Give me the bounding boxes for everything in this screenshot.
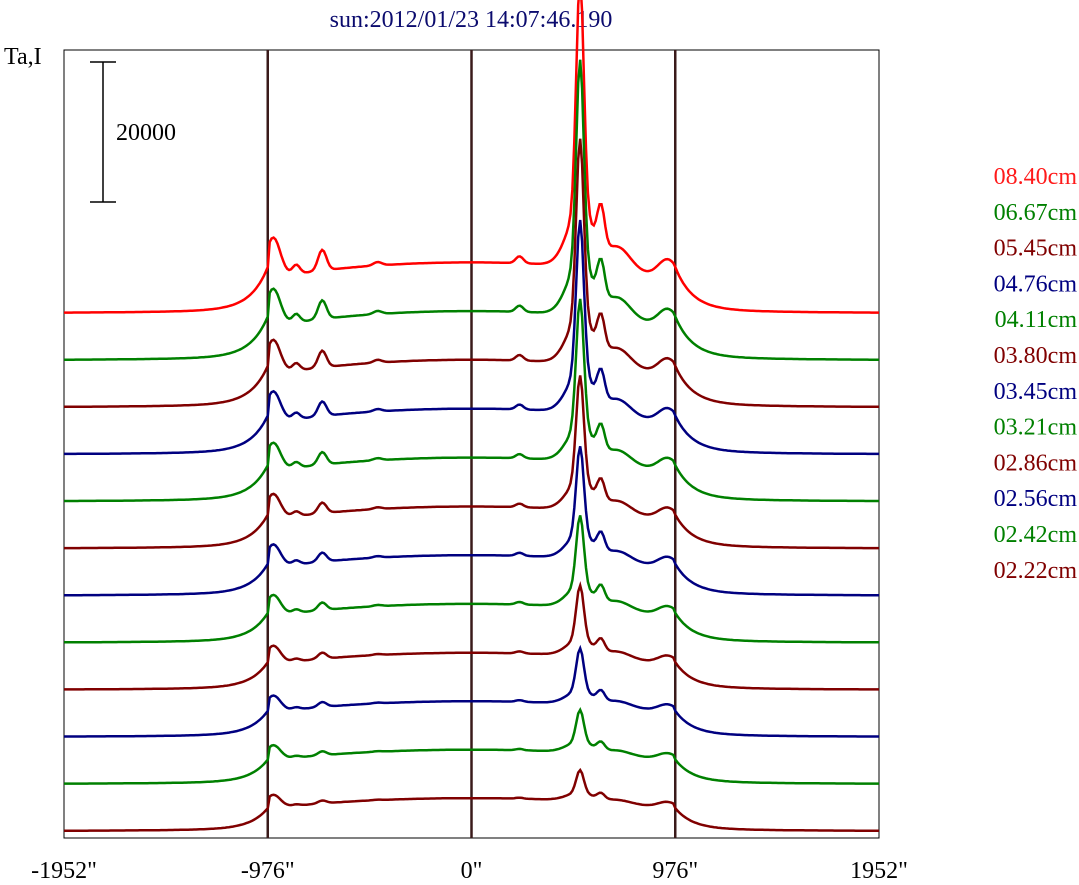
legend-entry: 02.86cm [994, 450, 1078, 476]
series-line-08-40cm [64, 0, 879, 314]
scale-bar-label: 20000 [116, 120, 176, 146]
legend-entry: 04.76cm [994, 271, 1078, 297]
legend-entry: 02.42cm [994, 522, 1078, 548]
legend-entry: 05.45cm [994, 236, 1078, 262]
x-tick-label: -976" [241, 858, 295, 884]
legend: 08.40cm 06.67cm 05.45cm 04.76cm 04.11cm 03.80… [994, 164, 1078, 584]
series-line-06-67cm [64, 59, 879, 361]
series-line-04-76cm [64, 219, 879, 456]
series-line-05-45cm [64, 138, 879, 409]
legend-entry: 03.21cm [994, 415, 1078, 441]
legend-entry: 08.40cm [994, 164, 1078, 190]
x-tick-label: 976" [652, 858, 698, 884]
chart-title: sun:2012/01/23 14:07:46.190 [330, 7, 613, 33]
series-line-03-21cm [64, 515, 879, 644]
series-line-02-42cm [64, 707, 879, 785]
series-lines [64, 0, 879, 832]
series-line-03-80cm [64, 375, 879, 550]
x-tick-label: -1952" [31, 858, 97, 884]
reference-lines [266, 50, 677, 838]
legend-entry: 03.45cm [994, 379, 1078, 405]
x-tick-label: 1952" [850, 858, 908, 884]
legend-entry: 02.56cm [994, 486, 1078, 512]
legend-entry: 06.67cm [994, 200, 1078, 226]
series-line-02-56cm [64, 644, 879, 738]
series-line-02-86cm [64, 580, 879, 691]
series-line-02-22cm [64, 767, 879, 832]
legend-entry: 03.80cm [994, 343, 1078, 369]
legend-entry: 04.11cm [995, 307, 1078, 333]
series-line-03-45cm [64, 446, 879, 597]
y-axis-label: Ta,I [4, 44, 42, 70]
scale-bar: 20000 [90, 61, 176, 203]
series-line-04-11cm [64, 298, 879, 503]
legend-entry: 02.22cm [994, 558, 1078, 584]
x-tick-labels: -1952" -976" 0" 976" 1952" [31, 858, 908, 884]
x-tick-label: 0" [461, 858, 483, 884]
